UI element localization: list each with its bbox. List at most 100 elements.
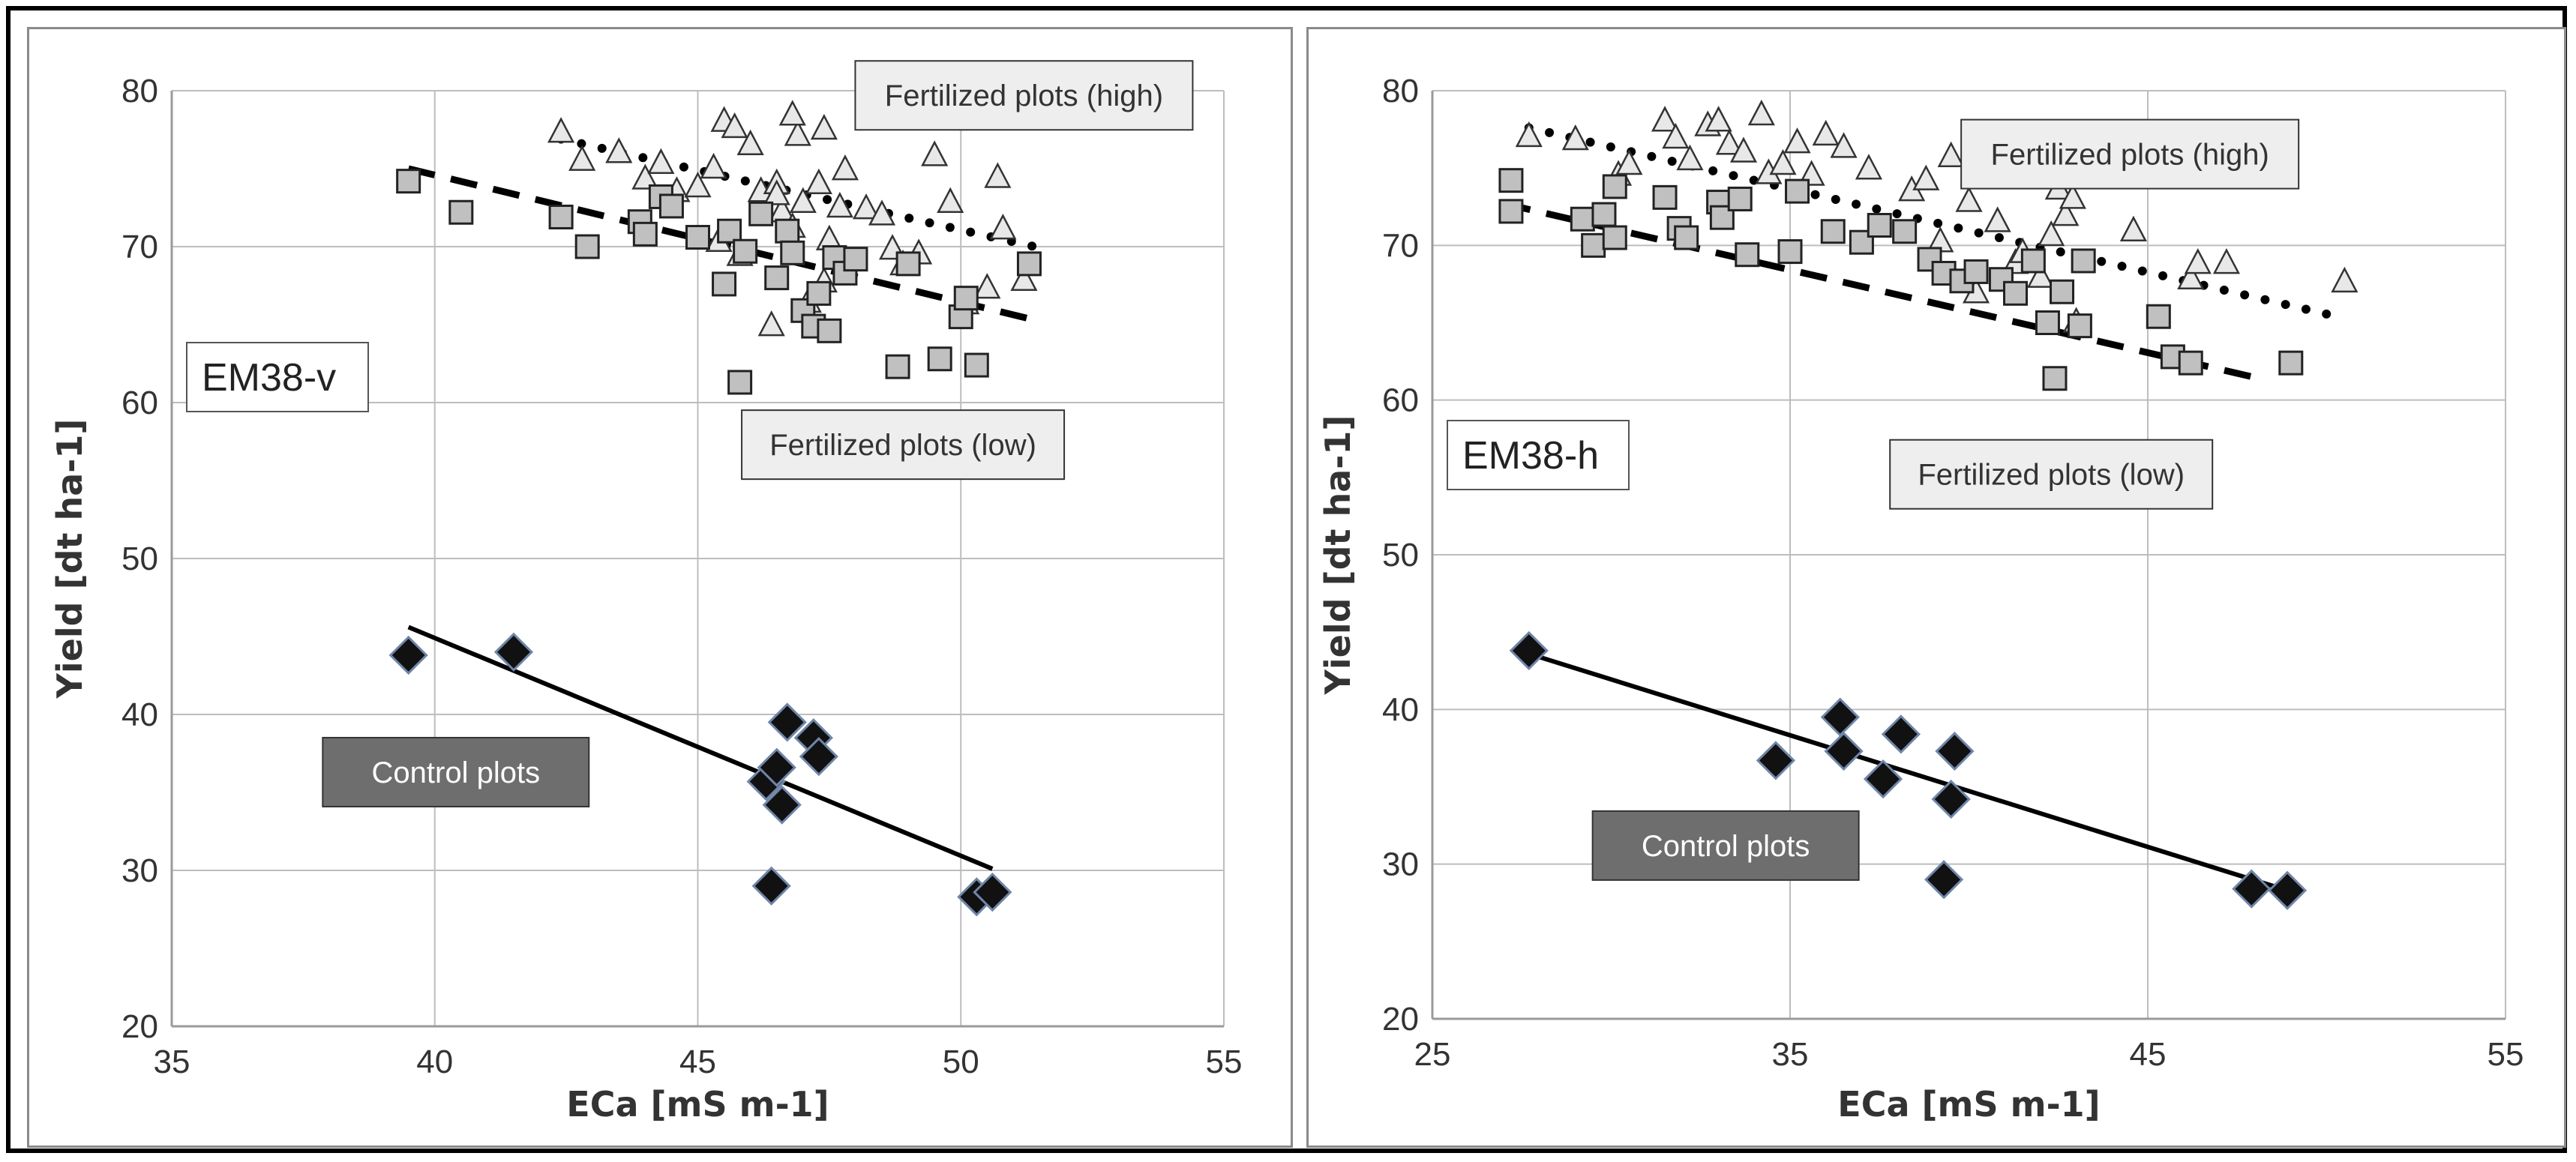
- x-tick-label: 55: [2488, 1036, 2524, 1073]
- y-tick-label: 40: [1382, 691, 1419, 728]
- fertilized-plots-high-point: [1615, 148, 1643, 175]
- fertilized-plots-high-point: [1812, 119, 1840, 146]
- control-plots-point: [1756, 741, 1796, 780]
- y-axis-title: Yield [dt ha-1]: [1318, 415, 1358, 696]
- fertilized-plots-low-point: [1777, 239, 1803, 265]
- fertilized-plots-low-point: [1591, 202, 1617, 227]
- fertilized-plots-low-point: [548, 204, 574, 229]
- y-tick-label: 50: [121, 541, 158, 577]
- fertilized-plots-high-point: [2059, 183, 2086, 209]
- fertilized-plots-high-point: [1984, 206, 2011, 232]
- x-axis-title: ECa [mS m-1]: [566, 1084, 829, 1125]
- fertilized-plots-low-point: [1892, 219, 1918, 244]
- fertilized-plots-low-point: [1963, 259, 1989, 284]
- fertilized-plots-low-point: [1570, 206, 1595, 232]
- fertilized-plots-low-point: [658, 193, 684, 219]
- fertilized-plots-high-point: [778, 100, 806, 126]
- fertilized-plots-high-point: [1651, 106, 1679, 132]
- control-plots-point: [1863, 759, 1903, 799]
- fertilized-plots-low-point: [2020, 248, 2046, 274]
- x-tick-label: 55: [1206, 1044, 1243, 1080]
- fertilized-plots-low-point: [1652, 184, 1678, 210]
- y-axis-title: Yield [dt ha-1]: [49, 419, 90, 699]
- fertilized-plots-high-point: [868, 199, 896, 226]
- fertilized-plots-high-point: [631, 163, 659, 190]
- control-plots-point: [1924, 860, 1964, 900]
- fertilized-plots-low-point: [1727, 186, 1753, 211]
- y-tick-label: 30: [121, 852, 158, 889]
- fertilized-plots-high-point: [2184, 248, 2212, 274]
- fertilized-plots-low-point: [895, 251, 921, 277]
- fertilized-plots-low-point: [396, 169, 421, 194]
- y-tick-label: 20: [121, 1008, 158, 1045]
- fertilized-plots-high-point: [700, 152, 727, 179]
- fertilized-plots-high-point: [1955, 186, 1983, 212]
- control-plots-point: [757, 747, 796, 787]
- fertilized-plots-high-point: [1561, 124, 1589, 151]
- y-tick-label: 70: [121, 229, 158, 265]
- x-axis-title: ECa [mS m-1]: [1837, 1084, 2100, 1125]
- fertilized-plots-high-point: [973, 273, 1001, 299]
- control-plots-point: [762, 785, 802, 825]
- fertilized-plots-low-point: [1674, 225, 1699, 250]
- fertilized-plots-low-point: [733, 238, 758, 264]
- fertilized-plots-high-point: [1855, 154, 1883, 180]
- fertilized-plots-high-point: [784, 120, 811, 146]
- annotation-fertilized-plots-high: Fertilized plots (high): [1991, 139, 2269, 172]
- trendline-control-plots: [1528, 651, 2288, 893]
- fertilized-plots-high-point: [1912, 164, 1940, 190]
- annotation-box-fertilized-plots-low: [741, 409, 1066, 481]
- fertilized-plots-low-point: [885, 354, 910, 379]
- annotation-fertilized-plots-low: Fertilized plots (low): [769, 429, 1036, 462]
- fertilized-plots-high-point: [1937, 141, 1965, 167]
- fertilized-plots-high-point: [2026, 262, 2054, 288]
- fertilized-plots-low-point: [2003, 280, 2029, 306]
- trendline-fertilized-plots-high: [556, 134, 1039, 251]
- chart-em38-h: 25 35 45 55 20 30 40 50 60 70 80 ECa [mS m-1] Yield …: [1318, 73, 2524, 1125]
- fertilized-plots-high-point: [736, 129, 764, 156]
- y-tick-label: 40: [121, 696, 158, 733]
- fertilized-plots-low-point: [748, 201, 774, 226]
- annotation-box-fertilized-plots-high: [854, 60, 1194, 131]
- annotation-control-plots: Control plots: [1642, 830, 1810, 863]
- fertilized-plots-high-point: [2052, 200, 2080, 226]
- fertilized-plots-low-point: [685, 225, 710, 250]
- control-plots-point: [388, 635, 428, 675]
- fertilized-plots-high-point: [2119, 215, 2147, 242]
- x-tick-label: 25: [1414, 1036, 1451, 1073]
- fertilized-plots-high-point: [1715, 129, 1743, 155]
- fertilized-plots-low-point: [964, 352, 989, 378]
- annotation-box-fertilized-plots-low: [1889, 439, 2214, 510]
- fertilized-plots-low-point: [2071, 248, 2096, 274]
- control-plots-point: [973, 872, 1012, 912]
- fertilized-plots-low-point: [1735, 242, 1760, 268]
- fertilized-plots-low-point: [764, 265, 790, 291]
- annotation-box-control-plots: [322, 736, 590, 807]
- x-tick-label: 45: [679, 1044, 716, 1080]
- fertilized-plots-high-point: [2177, 263, 2205, 289]
- fertilized-plots-high-point: [1830, 132, 1858, 158]
- fertilized-plots-low-point: [712, 271, 737, 297]
- y-tick-label: 70: [1382, 227, 1419, 264]
- chart-panel-em38-v: 35 40 45 50 55 20 30 40 50 60 70 80 ECa [mS m-1] Yiel…: [27, 27, 1293, 1148]
- panel-label-box: [1447, 420, 1630, 490]
- control-plots-point: [1935, 731, 1975, 771]
- y-tick-label: 60: [1382, 382, 1419, 419]
- x-tick-label: 50: [943, 1044, 979, 1080]
- fertilized-plots-high-point: [2212, 248, 2241, 274]
- y-tick-label: 20: [1382, 1001, 1419, 1038]
- fertilized-plots-low-point: [1498, 199, 1524, 224]
- y-tick-label: 80: [1382, 73, 1419, 109]
- fertilized-plots-low-point: [1498, 168, 1524, 193]
- fertilized-plots-low-point: [1602, 174, 1627, 199]
- x-tick-label: 35: [154, 1044, 190, 1080]
- control-plots-point: [493, 632, 534, 672]
- fertilized-plots-low-point: [1581, 232, 1606, 258]
- control-plots-point: [799, 737, 838, 777]
- panel-label: EM38-v: [202, 356, 336, 400]
- control-plots-point: [1881, 714, 1921, 754]
- control-plots-point: [2232, 869, 2272, 909]
- fertilized-plots-low-point: [448, 199, 474, 225]
- fertilized-plots-low-point: [806, 280, 832, 306]
- control-plots-point: [767, 702, 807, 742]
